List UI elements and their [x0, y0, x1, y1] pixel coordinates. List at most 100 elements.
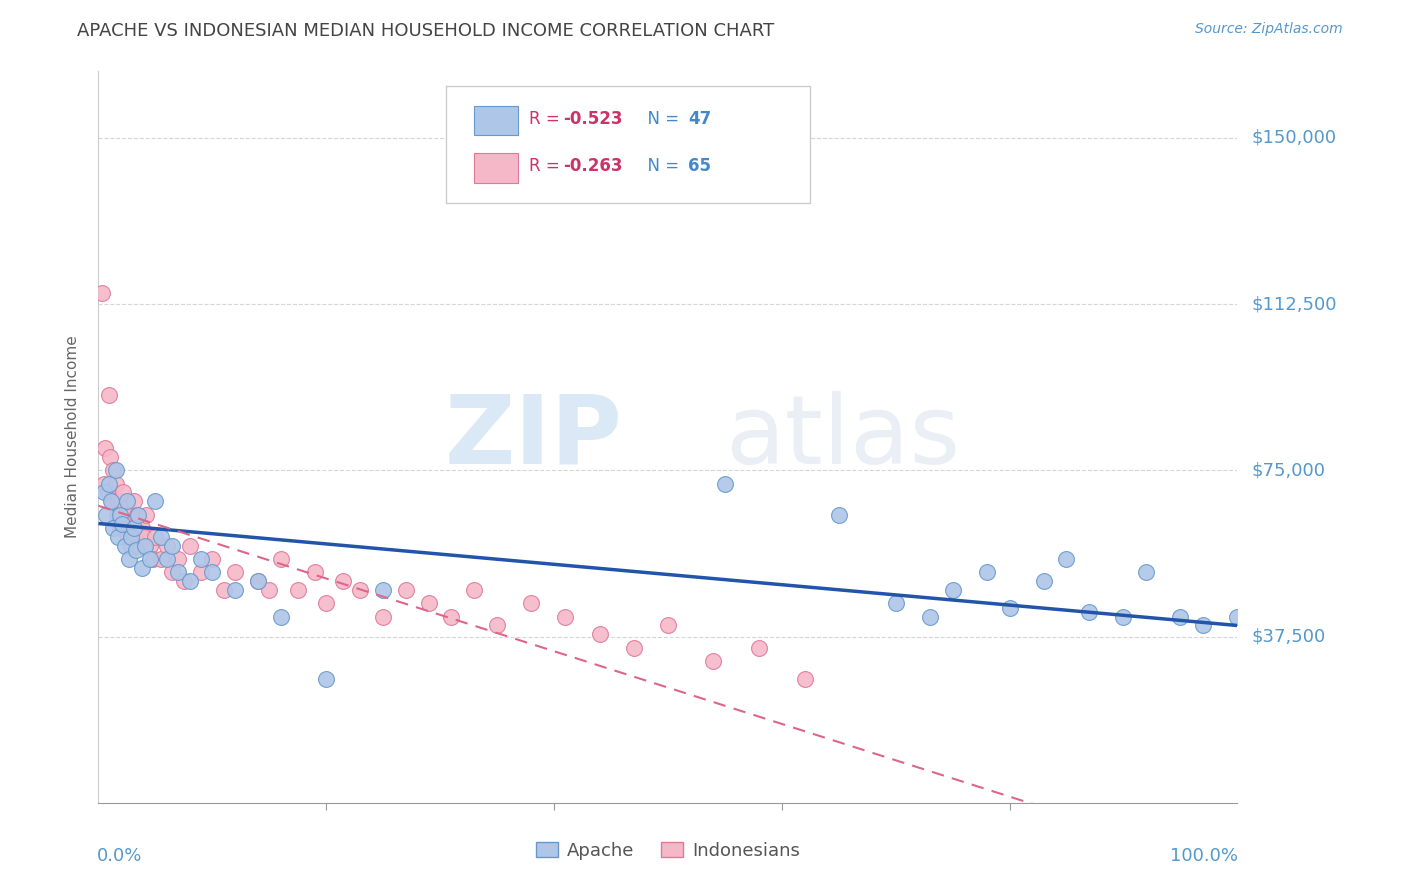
- Point: [103, 463, 125, 477]
- Point: [520, 596, 543, 610]
- Text: APACHE VS INDONESIAN MEDIAN HOUSEHOLD INCOME CORRELATION CHART: APACHE VS INDONESIAN MEDIAN HOUSEHOLD IN…: [77, 22, 775, 40]
- Point: [201, 552, 224, 566]
- Text: Source: ZipAtlas.com: Source: ZipAtlas.com: [1195, 22, 1343, 37]
- Text: $37,500: $37,500: [1251, 628, 1326, 646]
- Point: [108, 508, 131, 522]
- Point: [828, 508, 851, 522]
- Point: [918, 609, 941, 624]
- Point: [150, 552, 173, 566]
- Point: [179, 574, 201, 589]
- Point: [1112, 609, 1135, 624]
- Point: [1192, 618, 1215, 632]
- Point: [128, 539, 150, 553]
- Text: R =: R =: [529, 110, 565, 128]
- Point: [98, 450, 121, 464]
- Point: [315, 672, 337, 686]
- Point: [371, 582, 394, 597]
- Point: [259, 582, 281, 597]
- Point: [145, 494, 167, 508]
- Point: [125, 543, 148, 558]
- Point: [190, 566, 212, 580]
- Legend: Apache, Indonesians: Apache, Indonesians: [529, 835, 807, 867]
- Text: atlas: atlas: [725, 391, 960, 483]
- Text: $150,000: $150,000: [1251, 128, 1336, 147]
- Point: [287, 582, 309, 597]
- Text: 47: 47: [689, 110, 711, 128]
- Point: [115, 494, 138, 508]
- Point: [1170, 609, 1192, 624]
- Point: [111, 516, 134, 531]
- Point: [111, 516, 134, 531]
- Text: 0.0%: 0.0%: [97, 847, 142, 864]
- Point: [714, 476, 737, 491]
- Point: [96, 508, 118, 522]
- Text: 65: 65: [689, 158, 711, 176]
- Point: [127, 508, 149, 522]
- Point: [132, 530, 155, 544]
- Point: [156, 552, 179, 566]
- Point: [138, 552, 160, 566]
- Text: $112,500: $112,500: [1251, 295, 1337, 313]
- Point: [486, 618, 509, 632]
- Point: [463, 582, 485, 597]
- Point: [131, 521, 153, 535]
- Point: [190, 552, 212, 566]
- Point: [942, 582, 965, 597]
- Point: [150, 530, 173, 544]
- Point: [156, 539, 179, 553]
- Point: [121, 521, 143, 535]
- Point: [349, 582, 371, 597]
- Point: [138, 539, 160, 553]
- Point: [201, 566, 224, 580]
- Point: [1078, 605, 1101, 619]
- Point: [440, 609, 463, 624]
- Point: [90, 285, 112, 300]
- Point: [173, 574, 195, 589]
- Point: [135, 508, 157, 522]
- Point: [97, 476, 120, 491]
- Point: [1054, 552, 1078, 566]
- Point: [104, 476, 127, 491]
- Point: [224, 582, 246, 597]
- Point: [134, 539, 156, 553]
- FancyBboxPatch shape: [474, 153, 517, 183]
- Point: [124, 530, 146, 544]
- Point: [120, 530, 142, 544]
- Text: -0.523: -0.523: [562, 110, 623, 128]
- Point: [96, 485, 118, 500]
- Point: [108, 508, 131, 522]
- Point: [212, 582, 235, 597]
- Text: -0.263: -0.263: [562, 158, 623, 176]
- Text: N =: N =: [637, 110, 685, 128]
- Text: ZIP: ZIP: [444, 391, 623, 483]
- Point: [246, 574, 269, 589]
- Point: [108, 521, 131, 535]
- Point: [97, 388, 120, 402]
- Point: [122, 494, 145, 508]
- Point: [179, 539, 201, 553]
- Point: [105, 508, 128, 522]
- Point: [93, 485, 115, 500]
- Point: [131, 561, 153, 575]
- Point: [702, 654, 724, 668]
- Text: $75,000: $75,000: [1251, 461, 1326, 479]
- Point: [107, 530, 129, 544]
- Point: [793, 672, 815, 686]
- Text: R =: R =: [529, 158, 565, 176]
- Point: [588, 627, 610, 641]
- Point: [167, 566, 190, 580]
- Point: [976, 566, 998, 580]
- Point: [657, 618, 679, 632]
- Point: [94, 441, 117, 455]
- Point: [224, 566, 246, 580]
- Point: [120, 539, 142, 553]
- Point: [118, 552, 141, 566]
- Point: [554, 609, 576, 624]
- Point: [1135, 566, 1157, 580]
- Point: [998, 600, 1021, 615]
- Point: [142, 552, 165, 566]
- Point: [100, 494, 122, 508]
- Point: [93, 476, 115, 491]
- Point: [1226, 609, 1249, 624]
- Point: [418, 596, 440, 610]
